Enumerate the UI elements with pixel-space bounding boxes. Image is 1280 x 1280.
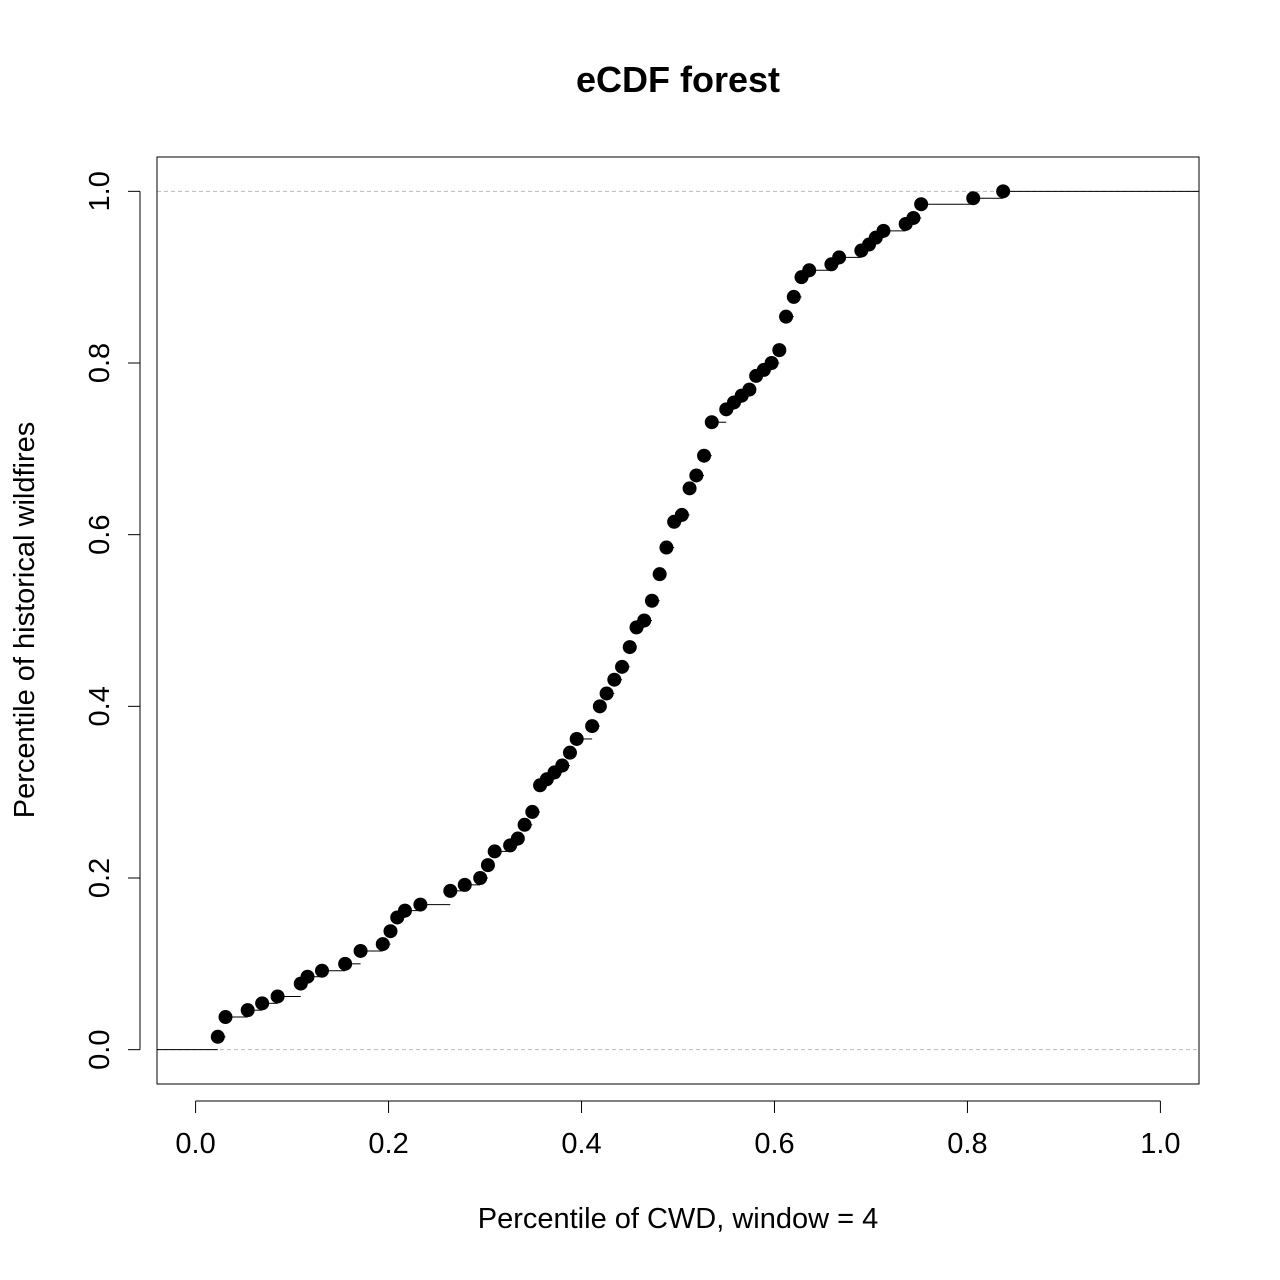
data-point: [615, 659, 630, 674]
data-point: [689, 468, 704, 483]
data-point: [772, 343, 787, 358]
x-tick-label: 0.8: [947, 1128, 987, 1160]
data-point: [914, 197, 929, 212]
data-point: [966, 191, 981, 206]
x-tick-label: 0.6: [754, 1128, 794, 1160]
data-point: [652, 567, 667, 582]
data-point: [786, 289, 801, 304]
data-point: [802, 263, 817, 278]
data-point: [674, 507, 689, 522]
y-tick-label: 1.0: [84, 171, 116, 211]
chart-title: eCDF forest: [576, 59, 780, 100]
x-axis-label: Percentile of CWD, window = 4: [478, 1203, 879, 1235]
x-axis: 0.0 0.2 0.4 0.6 0.8 1.0: [175, 1100, 1181, 1160]
y-tick-label: 0.8: [84, 343, 116, 383]
x-tick-label: 1.0: [1140, 1128, 1180, 1160]
x-tick-label: 0.4: [561, 1128, 601, 1160]
data-point: [996, 184, 1011, 199]
data-point: [443, 883, 458, 898]
data-point: [457, 877, 472, 892]
y-axis-label: Percentile of historical wildfires: [9, 422, 41, 818]
data-point: [314, 963, 329, 978]
data-point: [697, 448, 712, 463]
data-point: [644, 593, 659, 608]
data-point: [353, 943, 368, 958]
x-tick-label: 0.0: [175, 1128, 215, 1160]
data-point: [599, 686, 614, 701]
data-point: [338, 956, 353, 971]
data-point: [487, 844, 502, 859]
y-tick-label: 0.6: [84, 515, 116, 555]
data-point: [659, 540, 674, 555]
plot-frame: [156, 156, 1200, 1085]
data-point: [585, 719, 600, 734]
data-point: [569, 731, 584, 746]
data-point: [218, 1010, 233, 1025]
data-point: [510, 831, 525, 846]
data-point: [562, 745, 577, 760]
data-point: [832, 250, 847, 265]
y-tick-label: 0.0: [84, 1030, 116, 1070]
data-point: [607, 672, 622, 687]
data-point: [480, 858, 495, 873]
data-point: [383, 924, 398, 939]
data-point: [375, 937, 390, 952]
data-point: [704, 415, 719, 430]
data-point: [413, 897, 428, 912]
data-point: [906, 210, 921, 225]
data-point: [592, 699, 607, 714]
data-point: [622, 640, 637, 655]
ecdf-points: [210, 184, 1011, 1044]
ecdf-step-lines: [157, 190, 1199, 1051]
y-axis: 0.0 0.2 0.4 0.6 0.8 1.0: [84, 171, 141, 1070]
data-point: [255, 996, 270, 1011]
data-point: [742, 382, 757, 397]
data-point: [637, 613, 652, 628]
x-tick-label: 0.2: [368, 1128, 408, 1160]
data-point: [764, 356, 779, 370]
data-point: [397, 903, 412, 918]
data-point: [240, 1003, 255, 1018]
data-point: [270, 989, 285, 1004]
data-point: [300, 969, 315, 984]
data-point: [517, 817, 532, 832]
data-point: [525, 804, 540, 819]
data-point: [876, 223, 891, 238]
data-point: [779, 309, 794, 324]
data-point: [682, 481, 697, 496]
y-tick-label: 0.4: [84, 686, 116, 726]
data-point: [210, 1029, 225, 1044]
reference-lines: [157, 190, 1199, 1051]
y-tick-label: 0.2: [84, 858, 116, 898]
data-point: [555, 758, 570, 773]
data-point: [473, 871, 488, 885]
